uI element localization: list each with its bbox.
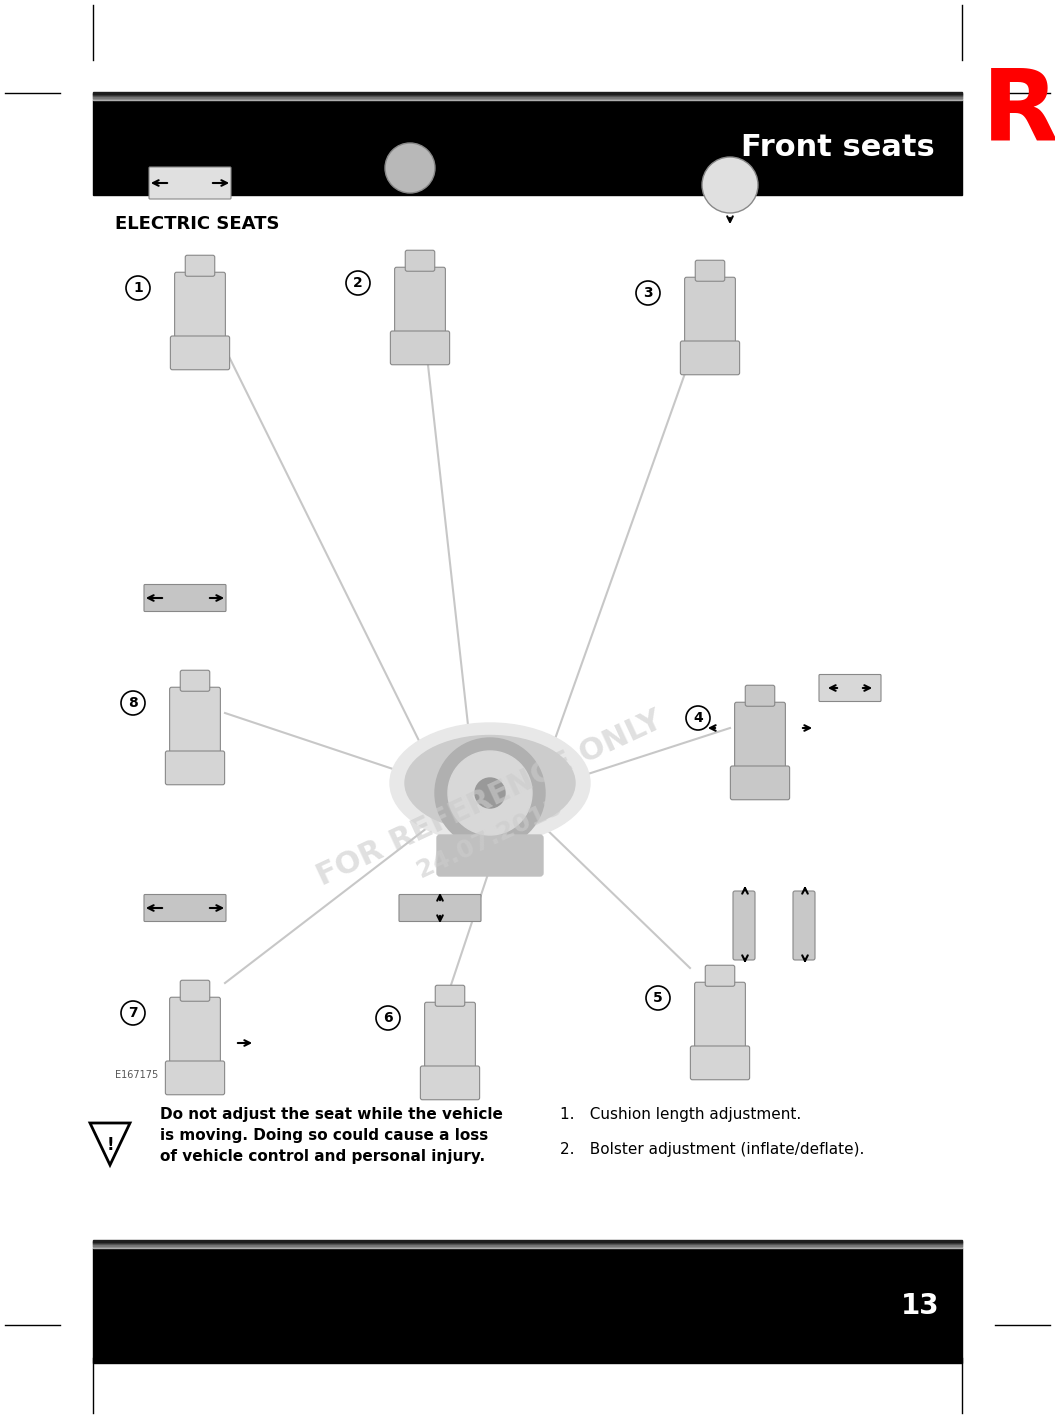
Ellipse shape [390,723,590,842]
Text: Do not adjust the seat while the vehicle
is moving. Doing so could cause a loss
: Do not adjust the seat while the vehicle… [160,1107,503,1164]
Text: ELECTRIC SEATS: ELECTRIC SEATS [115,216,280,233]
Bar [93,1244,962,1245]
FancyBboxPatch shape [143,584,226,611]
FancyBboxPatch shape [395,267,445,335]
FancyBboxPatch shape [730,766,789,800]
Text: 8: 8 [128,696,138,710]
Bar [93,1241,962,1244]
Text: 1. Cushion length adjustment.: 1. Cushion length adjustment. [560,1107,801,1122]
FancyBboxPatch shape [170,688,220,754]
FancyBboxPatch shape [690,1046,750,1079]
Bar [93,1245,962,1246]
FancyBboxPatch shape [170,336,230,370]
Circle shape [346,271,370,295]
Text: !: ! [107,1136,114,1154]
FancyBboxPatch shape [180,671,210,691]
Bar [93,98,962,101]
FancyBboxPatch shape [685,278,735,345]
Text: 2: 2 [353,277,363,291]
Text: E167175: E167175 [115,1071,158,1081]
Circle shape [475,778,505,808]
FancyBboxPatch shape [143,895,226,922]
FancyBboxPatch shape [733,891,755,960]
FancyBboxPatch shape [793,891,816,960]
Text: 1: 1 [133,281,142,295]
Bar [93,94,962,96]
FancyBboxPatch shape [399,895,481,922]
Text: 24.07.2015: 24.07.2015 [414,794,567,882]
FancyBboxPatch shape [180,980,210,1001]
FancyBboxPatch shape [166,752,225,784]
FancyBboxPatch shape [734,702,785,770]
FancyBboxPatch shape [436,986,465,1007]
Circle shape [448,752,532,835]
FancyBboxPatch shape [420,1066,480,1100]
Text: R: R [981,65,1055,162]
Bar [93,96,962,99]
Bar [93,92,962,94]
Circle shape [686,706,710,730]
Bar [93,95,962,98]
Text: FOR REFERENCE ONLY: FOR REFERENCE ONLY [312,705,668,891]
FancyBboxPatch shape [745,685,774,706]
Circle shape [121,1001,145,1025]
Text: 7: 7 [129,1005,138,1020]
FancyBboxPatch shape [186,255,215,277]
Bar [93,1239,962,1242]
FancyBboxPatch shape [170,997,220,1065]
Circle shape [376,1005,400,1029]
Bar [93,92,962,95]
Bar [93,1242,962,1245]
Circle shape [702,157,757,213]
Circle shape [646,986,670,1010]
Circle shape [385,143,435,193]
Text: 3: 3 [644,286,653,301]
Circle shape [121,691,145,715]
FancyBboxPatch shape [694,983,746,1049]
FancyBboxPatch shape [405,250,435,271]
FancyBboxPatch shape [680,340,740,374]
Ellipse shape [405,736,575,831]
FancyBboxPatch shape [437,835,543,876]
Text: 13: 13 [901,1292,939,1320]
FancyBboxPatch shape [175,272,226,340]
Text: 4: 4 [693,710,703,725]
FancyBboxPatch shape [166,1061,225,1095]
Circle shape [636,281,660,305]
Text: 2. Bolster adjustment (inflate/deflate).: 2. Bolster adjustment (inflate/deflate). [560,1141,864,1157]
Bar [93,101,962,196]
FancyBboxPatch shape [705,966,734,987]
Bar [93,1245,962,1248]
FancyBboxPatch shape [819,675,881,702]
Text: 6: 6 [383,1011,392,1025]
Text: 5: 5 [653,991,663,1005]
FancyBboxPatch shape [695,261,725,281]
Text: Front seats: Front seats [742,133,935,162]
FancyBboxPatch shape [424,1003,476,1071]
Circle shape [126,277,150,301]
FancyBboxPatch shape [149,167,231,199]
Bar [93,1248,962,1363]
FancyBboxPatch shape [390,330,449,364]
Circle shape [435,737,545,848]
